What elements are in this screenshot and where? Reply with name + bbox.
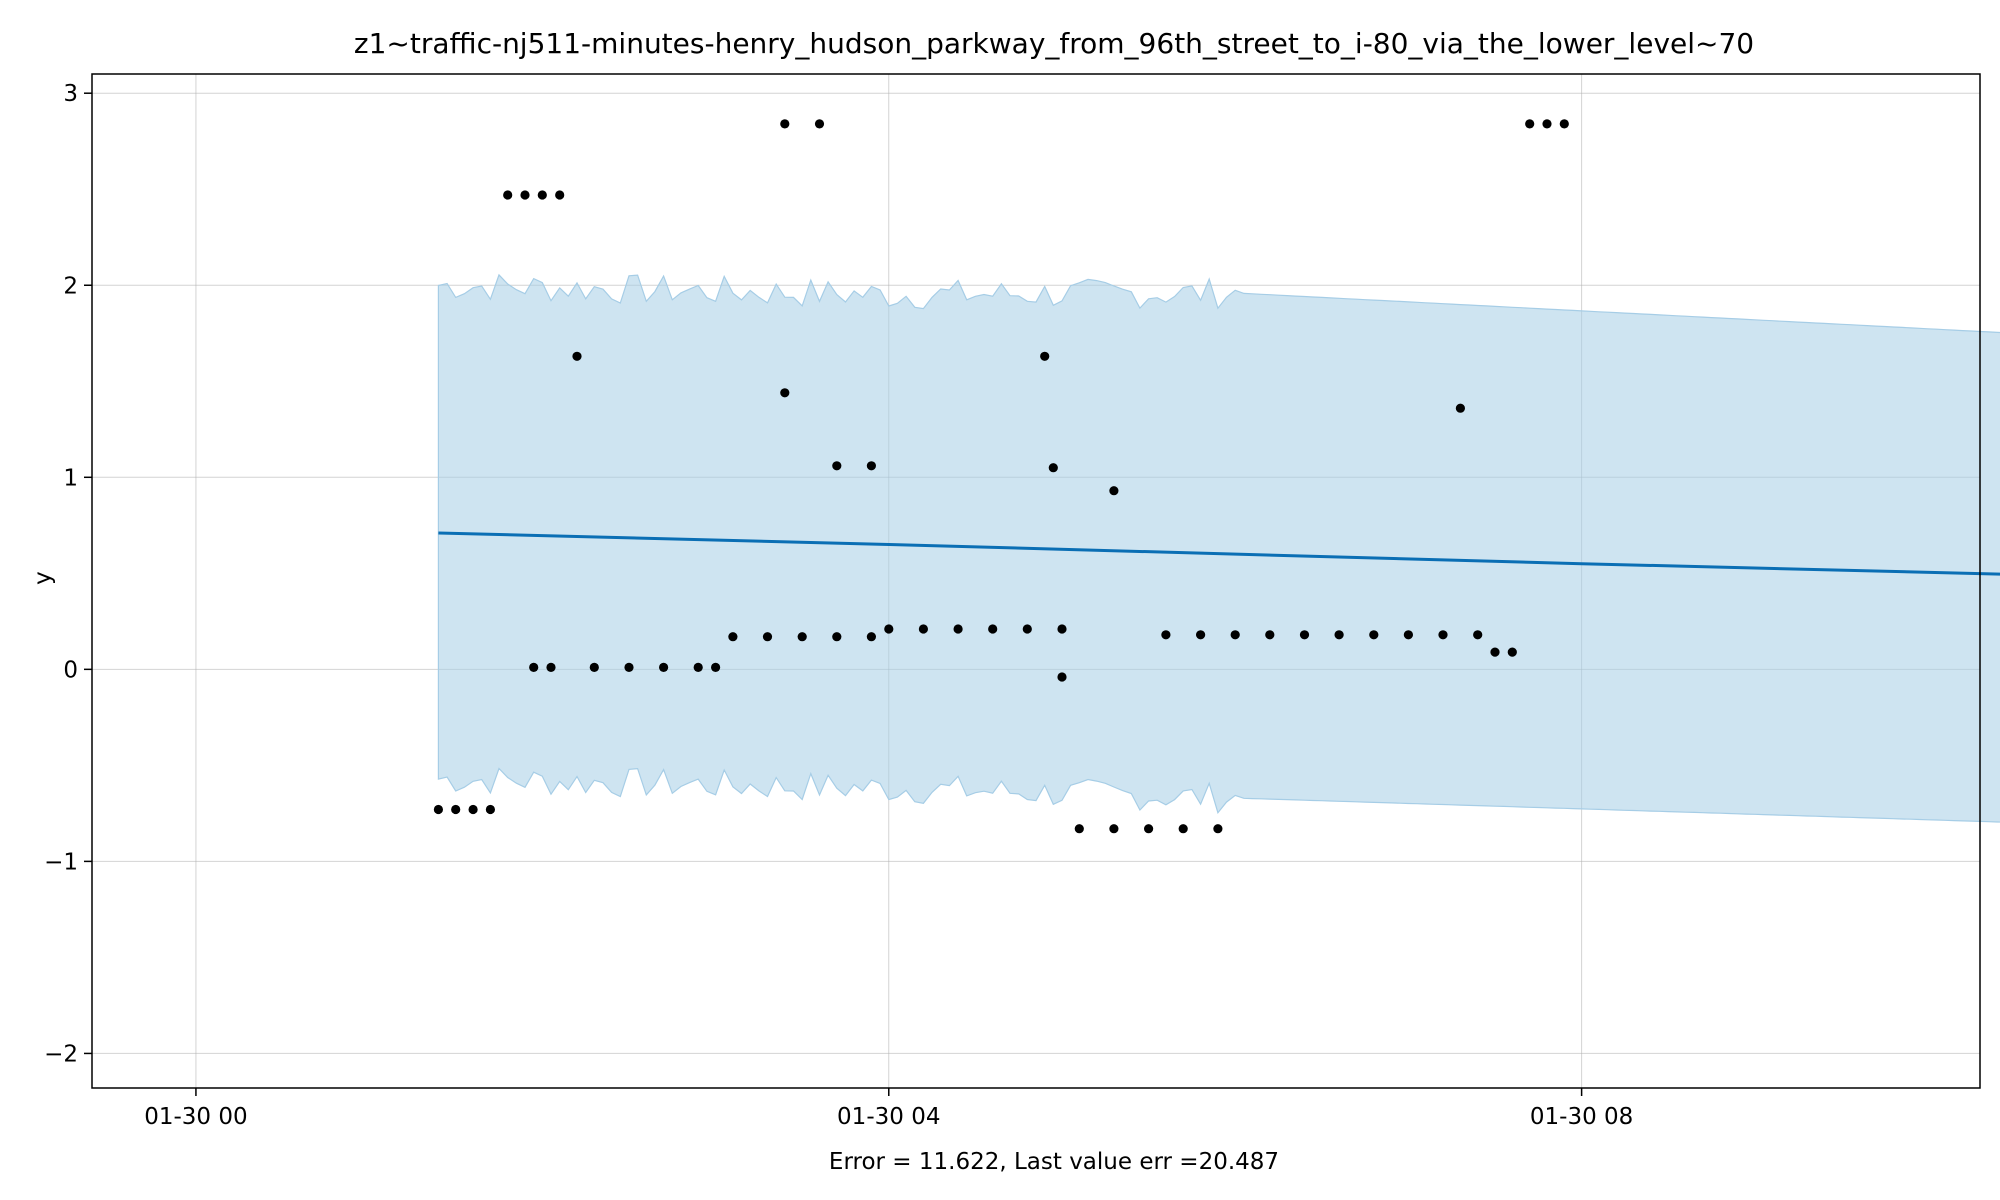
data-point [1161, 630, 1171, 640]
data-point [780, 119, 790, 129]
data-point [780, 388, 790, 398]
trend-line-path [438, 531, 2000, 576]
data-point [693, 662, 703, 673]
data-point [1074, 824, 1084, 834]
data-point [866, 632, 877, 642]
data-point [1109, 824, 1119, 834]
data-point [1196, 630, 1206, 640]
data-point [433, 804, 443, 815]
data-point [1048, 463, 1058, 473]
data-point [918, 624, 929, 634]
data-point [546, 662, 556, 673]
x-axis-label: Error = 11.622, Last value err =20.487 [829, 1149, 1279, 1175]
observed-points [433, 119, 1569, 834]
data-point [1299, 630, 1310, 640]
data-point [537, 190, 547, 200]
data-point [762, 632, 773, 642]
y-axis: −2 −1 0 1 2 3 [44, 81, 92, 1067]
data-point [1490, 647, 1500, 657]
uncertainty-band-area [437, 273, 2000, 823]
data-point [1057, 624, 1067, 634]
data-point [659, 662, 669, 673]
data-point [1403, 630, 1413, 640]
uncertainty-band [437, 273, 2000, 823]
data-point [866, 461, 877, 471]
data-point [503, 190, 513, 200]
data-point [1057, 672, 1067, 682]
data-point [1230, 630, 1240, 640]
data-point [832, 632, 842, 642]
y-tick-label: 2 [63, 273, 78, 299]
data-point [797, 632, 807, 642]
data-point [555, 190, 565, 200]
data-point [1144, 824, 1154, 834]
data-point [451, 804, 461, 815]
data-point [1559, 119, 1569, 129]
data-point [624, 662, 634, 673]
data-point [1507, 647, 1517, 657]
x-tick-label: 01-30 04 [837, 1104, 940, 1130]
data-point [529, 662, 539, 673]
data-point [814, 119, 825, 129]
data-point [1525, 119, 1535, 129]
data-point [485, 804, 495, 815]
data-point [468, 804, 478, 815]
y-tick-label: −1 [44, 849, 78, 875]
data-point [988, 624, 998, 634]
data-point [520, 190, 530, 200]
y-axis-label: y [30, 571, 56, 585]
data-point [953, 624, 963, 634]
y-tick-label: 0 [63, 657, 78, 683]
plot-frame [91, 73, 1981, 1089]
data-point [711, 662, 721, 673]
data-point [589, 662, 599, 673]
data-point [1334, 630, 1344, 640]
y-tick-label: 1 [63, 465, 78, 491]
data-point [1040, 351, 1050, 361]
data-point [1178, 824, 1188, 834]
data-point [728, 632, 738, 642]
trend-line [438, 531, 2000, 576]
data-point [1455, 403, 1465, 413]
chart-title: z1~traffic-nj511-minutes-henry_hudson_pa… [354, 27, 1754, 60]
x-tick-label: 01-30 00 [144, 1104, 247, 1130]
data-point [1369, 630, 1379, 640]
data-point [1265, 630, 1275, 640]
data-point [1473, 630, 1483, 640]
data-point [1213, 824, 1223, 834]
data-point [1109, 486, 1119, 496]
data-point [572, 351, 582, 361]
data-point [1542, 119, 1552, 129]
data-point [1022, 624, 1032, 634]
data-point [1438, 630, 1448, 640]
data-point [832, 461, 842, 471]
data-point [884, 624, 894, 634]
y-tick-label: 3 [63, 81, 78, 107]
x-tick-label: 01-30 08 [1530, 1104, 1633, 1130]
y-tick-label: −2 [44, 1041, 78, 1067]
